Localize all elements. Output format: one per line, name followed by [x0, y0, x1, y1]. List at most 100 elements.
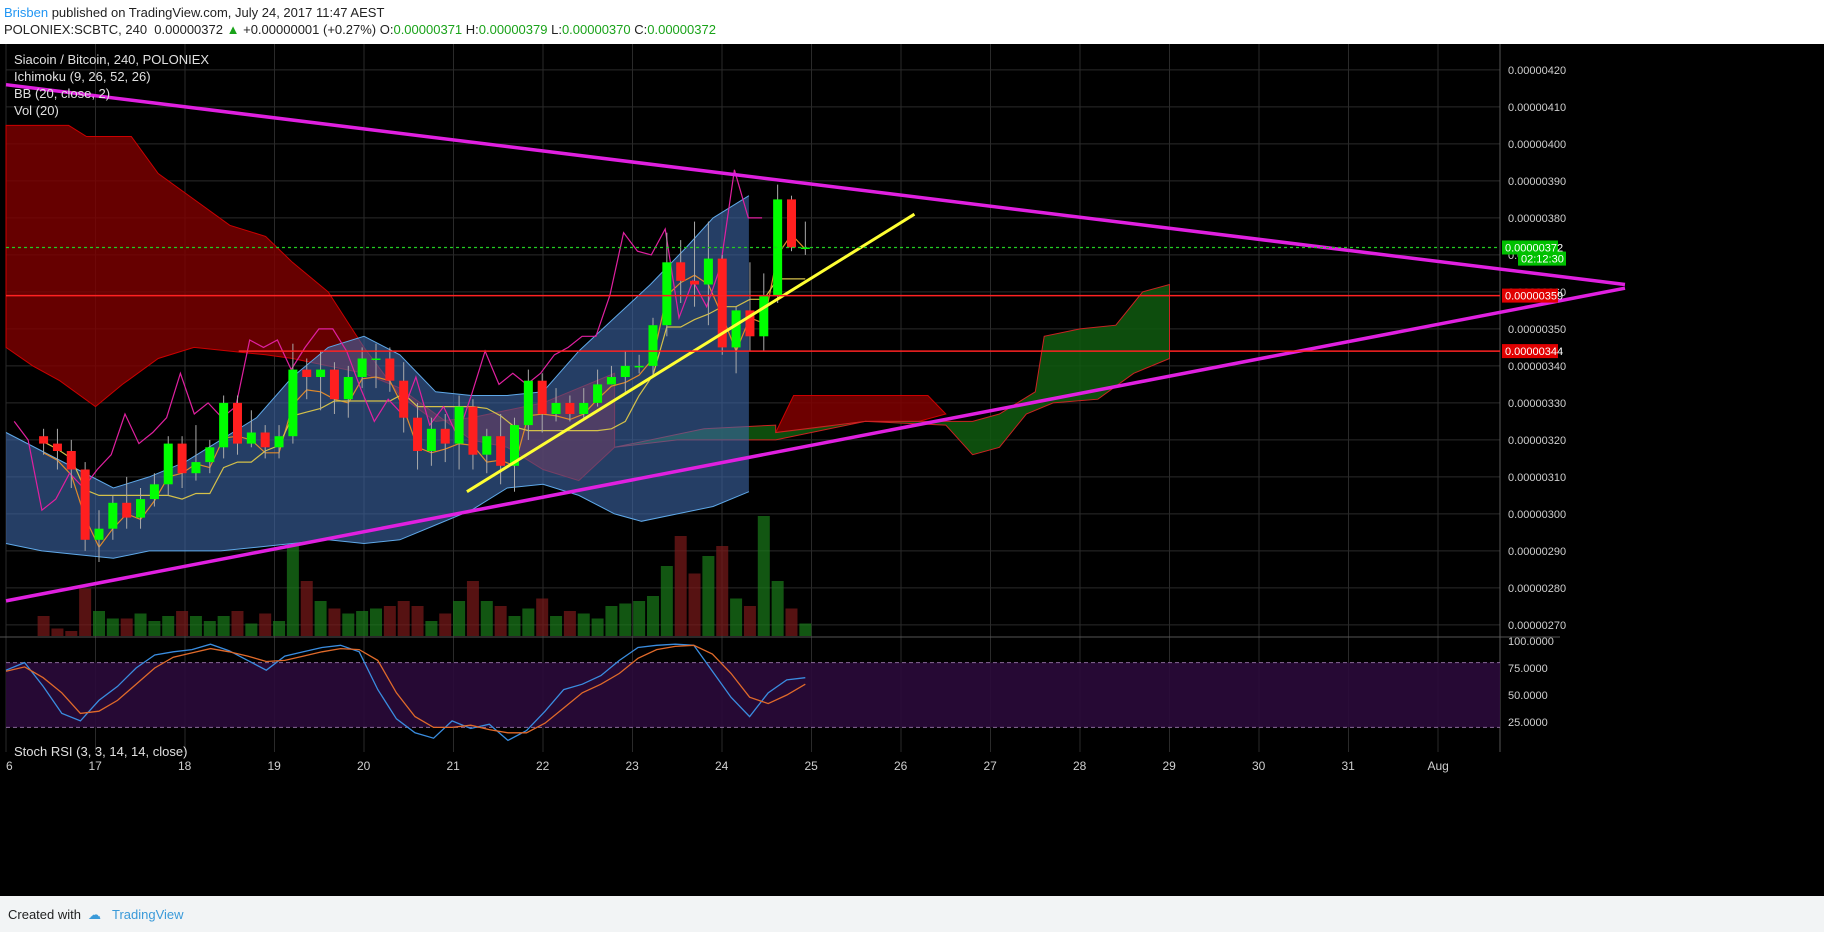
created-with-text: Created with [8, 907, 81, 922]
candle-body [246, 432, 256, 444]
volume-bar [203, 621, 216, 636]
volume-bar [328, 608, 341, 636]
author-link[interactable]: Brisben [4, 5, 49, 20]
price-tick-label: 0.00000320 [1508, 435, 1566, 447]
time-tick-label: 23 [626, 759, 640, 773]
candle-body [191, 462, 201, 474]
price-tick-label: 0.00000300 [1508, 509, 1566, 521]
volume-bar [550, 616, 563, 636]
candle-body [523, 380, 533, 426]
candle-body [413, 417, 423, 451]
chart-canvas[interactable]: 100.0000 75.0000 50.0000 25.0000 0.00000270… [0, 44, 1824, 896]
candle-body [39, 436, 49, 444]
candle-body [454, 406, 464, 444]
price-tick-label: 0.00000270 [1508, 620, 1566, 632]
volume-bar [619, 603, 632, 636]
volume-bar [106, 618, 119, 636]
candle-body [717, 258, 727, 348]
chart-area[interactable]: 100.0000 75.0000 50.0000 25.0000 0.00000270… [0, 44, 1824, 896]
volume-bar [65, 631, 78, 636]
time-tick-label: 26 [894, 759, 908, 773]
candle-body [108, 502, 118, 529]
grid [0, 44, 1560, 752]
stoch-tick-label: 100.0000 [1508, 636, 1554, 648]
legend-bb[interactable]: BB (20, close, 2) [14, 86, 111, 101]
volume-bar [536, 598, 549, 636]
price-tag-label: 02:12:30 [1521, 254, 1564, 266]
candle-body [551, 402, 561, 414]
volume-bar [633, 601, 646, 636]
candle-body [385, 358, 395, 381]
candle-body [371, 358, 381, 360]
volume-bar [134, 613, 147, 636]
stoch-d-line [5, 644, 806, 734]
candle-body [537, 380, 547, 414]
candle-body [731, 310, 741, 348]
candle-body [357, 358, 367, 377]
volume-bar [51, 628, 64, 636]
volume-bar [162, 616, 175, 636]
upper-trendline [5, 82, 1626, 287]
candle-body [426, 428, 436, 451]
volume-bar [522, 608, 535, 636]
stoch-tick-label: 75.0000 [1508, 663, 1548, 675]
price-tick-label: 0.00000290 [1508, 546, 1566, 558]
candle-body [329, 369, 339, 400]
volume-bar [494, 606, 507, 636]
ohlc-summary: POLONIEX:SCBTC, 240 0.00000372 ▲ +0.0000… [4, 22, 716, 37]
volume-bar [176, 611, 189, 636]
volume-bar [231, 611, 244, 636]
candle-body [149, 484, 159, 500]
candle-body [606, 377, 616, 385]
price-tick-label: 0.00000330 [1508, 398, 1566, 410]
legend-ichimoku[interactable]: Ichimoku (9, 26, 52, 26) [14, 69, 151, 84]
candle-body [468, 406, 478, 455]
time-tick-label: 21 [447, 759, 461, 773]
candle-body [745, 310, 755, 337]
candle-body [800, 247, 810, 249]
legend-vol[interactable]: Vol (20) [14, 103, 59, 118]
candle-body [703, 258, 713, 285]
time-tick-label: 22 [536, 759, 550, 773]
candle-body [302, 369, 312, 377]
publish-info: Brisben published on TradingView.com, Ju… [4, 5, 384, 20]
volume-bar [508, 616, 521, 636]
candle-body [773, 199, 783, 296]
candle-body [94, 528, 104, 540]
legend-pair[interactable]: Siacoin / Bitcoin, 240, POLONIEX [14, 52, 210, 67]
volume-bar [591, 618, 604, 636]
volume-bar [314, 601, 327, 636]
open-label: O: [379, 22, 394, 37]
published-text: published on TradingView.com, July 24, 2… [51, 5, 385, 20]
last-price: 0.00000372 [154, 22, 223, 37]
stoch-band [6, 662, 1500, 728]
volume-bar [286, 546, 299, 636]
candle-body [509, 425, 519, 466]
legend-stoch[interactable]: Stoch RSI (3, 3, 14, 14, close) [14, 744, 188, 759]
candles [39, 184, 810, 562]
volume-bar [605, 606, 618, 636]
volume-bar [702, 556, 715, 636]
volume-bar [785, 608, 798, 636]
candle-body [205, 447, 215, 463]
tradingview-link[interactable]: TradingView [112, 907, 184, 922]
symbol: POLONIEX:SCBTC, 240 [4, 22, 148, 37]
volume-bar [646, 596, 659, 636]
price-tag-label: 0.00000372 [1505, 243, 1563, 255]
candle-body [634, 365, 644, 368]
stoch-tick-label: 25.0000 [1508, 717, 1548, 729]
candle-body [66, 451, 76, 470]
candle-body [219, 402, 229, 448]
volume-bar [660, 566, 673, 636]
tradingview-cloud-icon: ☁ [88, 907, 101, 922]
time-tick-label: 24 [715, 759, 729, 773]
candle-body [593, 384, 603, 403]
price-tick-label: 0.00000280 [1508, 583, 1566, 595]
volume-bar [730, 598, 743, 636]
volume-bar [37, 616, 50, 636]
volume-bar [577, 613, 590, 636]
volume-bar [757, 516, 770, 636]
time-tick-label: Aug [1428, 759, 1449, 773]
volume-bar [259, 613, 272, 636]
price-change: +0.00000001 (+0.27%) [243, 22, 377, 37]
